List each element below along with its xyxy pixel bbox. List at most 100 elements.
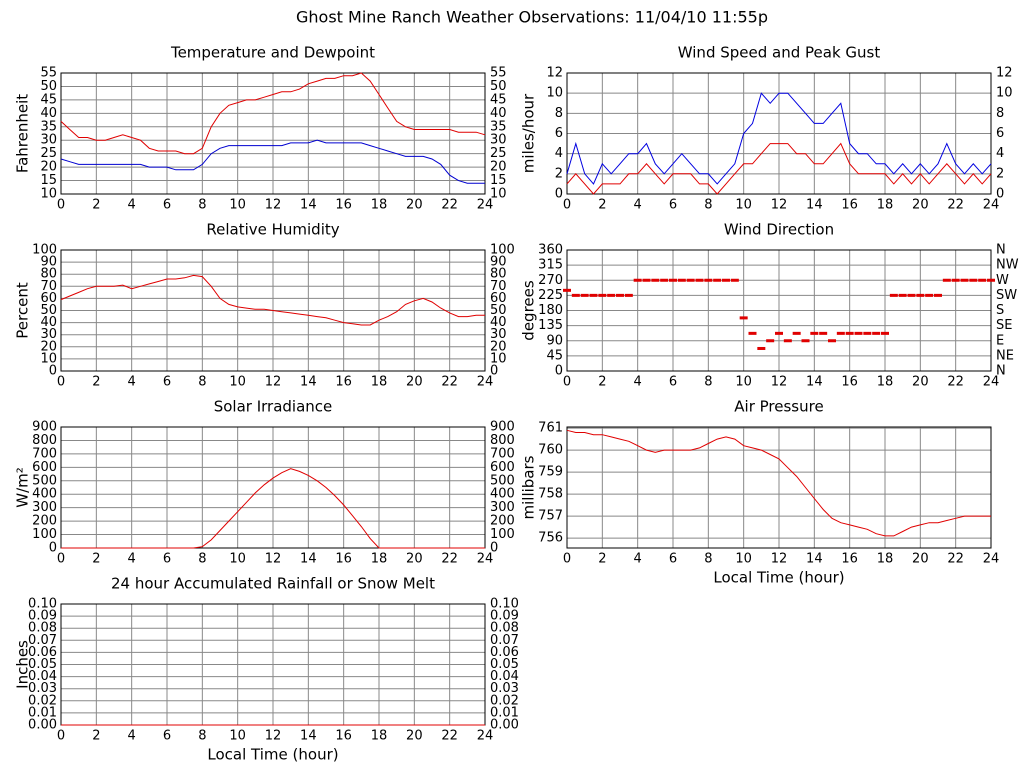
x-tick-label: 22: [947, 375, 964, 390]
x-tick-label: 14: [300, 552, 317, 567]
y-tick-label-right: 0.02: [490, 693, 519, 708]
y-tick-label: 180: [538, 303, 563, 318]
y-tick-label: 12: [546, 66, 563, 81]
x-tick-label: 22: [441, 375, 458, 390]
y-tick-label-right: 0.09: [490, 609, 519, 624]
x-tick-label: 12: [265, 552, 282, 567]
y-tick-label: 40: [40, 106, 57, 121]
y-tick-label: 55: [40, 66, 57, 81]
x-tick-label: 18: [371, 375, 388, 390]
y2-tick-label: E: [996, 333, 1004, 348]
y-tick-label-right: 0.06: [490, 645, 519, 660]
y-tick-label: 0.04: [28, 669, 57, 684]
point: [801, 339, 810, 343]
y-tick-label: 900: [32, 420, 57, 435]
x-tick-label: 2: [598, 198, 606, 213]
point: [722, 278, 730, 282]
y-tick-label: 10: [546, 86, 563, 101]
x-tick-label: 8: [198, 198, 206, 213]
point: [819, 331, 828, 335]
point: [925, 293, 934, 297]
point: [836, 331, 845, 335]
x-tick-label: 16: [335, 375, 352, 390]
x-tick-label: 16: [841, 552, 858, 567]
point: [616, 293, 624, 297]
y-tick-label: 25: [40, 146, 57, 161]
x-tick-label: 6: [669, 375, 677, 390]
point: [607, 293, 616, 297]
point: [863, 331, 872, 335]
x-tick-label: 6: [163, 198, 171, 213]
x-tick-label: 12: [265, 198, 282, 213]
series-line: [566, 429, 991, 537]
y-tick-label: 0.03: [28, 681, 57, 696]
chart-title: Relative Humidity: [206, 221, 339, 239]
x-tick-label: 2: [92, 552, 100, 567]
x-tick-label: 4: [128, 552, 136, 567]
y-tick-label-right: 35: [490, 119, 507, 134]
x-tick-label: 0: [563, 198, 571, 213]
y-tick-label: 100: [32, 527, 57, 542]
y-tick-label-right: 0.10: [490, 597, 519, 612]
x-tick-label: 8: [704, 375, 712, 390]
point: [624, 293, 633, 297]
x-tick-label: 10: [229, 375, 246, 390]
y-tick-label-right: 300: [490, 500, 515, 515]
y-tick-label: 2: [555, 166, 563, 181]
x-tick-label: 18: [371, 552, 388, 567]
x-tick-label: 20: [912, 198, 929, 213]
y-tick-label-right: 50: [490, 79, 507, 94]
point: [810, 331, 819, 335]
x-tick-label: 16: [335, 552, 352, 567]
y-tick-label-right: 60: [490, 291, 507, 306]
y-tick-label-right: 0.08: [490, 621, 519, 636]
y-tick-label-right: 4: [996, 146, 1004, 161]
plot-frame: [566, 72, 992, 195]
point: [881, 331, 889, 335]
point: [978, 278, 987, 282]
chart-title: Wind Speed and Peak Gust: [678, 44, 881, 62]
y2-tick-label: NE: [996, 348, 1014, 363]
x-tick-label: 16: [841, 198, 858, 213]
y-axis-label: degrees: [520, 280, 538, 341]
x-tick-label: 10: [735, 375, 752, 390]
y-tick-label: 0: [49, 364, 57, 379]
point: [660, 278, 669, 282]
point: [580, 293, 589, 297]
x-tick-label: 6: [163, 552, 171, 567]
plot-frame: [566, 249, 992, 372]
x-tick-label: 6: [669, 198, 677, 213]
y-tick-label: 90: [546, 333, 563, 348]
x-tick-label: 8: [198, 552, 206, 567]
x-tick-label: 4: [128, 375, 136, 390]
x-tick-label: 0: [57, 552, 65, 567]
y-tick-label: 270: [538, 273, 563, 288]
point: [633, 278, 642, 282]
x-tick-label: 12: [771, 375, 788, 390]
y-tick-label: 0.06: [28, 645, 57, 660]
y-tick-label: 360: [538, 243, 563, 258]
y-tick-label-right: 0.07: [490, 633, 519, 648]
y2-tick-label: S: [996, 303, 1004, 318]
y-tick-label-right: 0: [490, 541, 498, 556]
y-tick-label-right: 600: [490, 460, 515, 475]
y-tick-label-right: 10: [490, 187, 507, 202]
y-tick-label: 756: [538, 531, 563, 546]
y-tick-label: 400: [32, 487, 57, 502]
y-tick-label-right: 0.01: [490, 705, 519, 720]
y-tick-label: 30: [40, 133, 57, 148]
point: [942, 278, 951, 282]
x-tick-label: 16: [335, 729, 352, 744]
plot-frame: [60, 426, 486, 549]
x-tick-label: 20: [912, 375, 929, 390]
y-tick-label-right: 15: [490, 173, 507, 188]
y-tick-label: 0.02: [28, 693, 57, 708]
point: [598, 293, 607, 297]
x-tick-label: 4: [128, 729, 136, 744]
x-tick-label: 10: [735, 198, 752, 213]
y-tick-label: 761: [538, 421, 563, 436]
point: [828, 339, 836, 343]
x-tick-label: 14: [806, 198, 823, 213]
plot-frame: [566, 426, 992, 549]
